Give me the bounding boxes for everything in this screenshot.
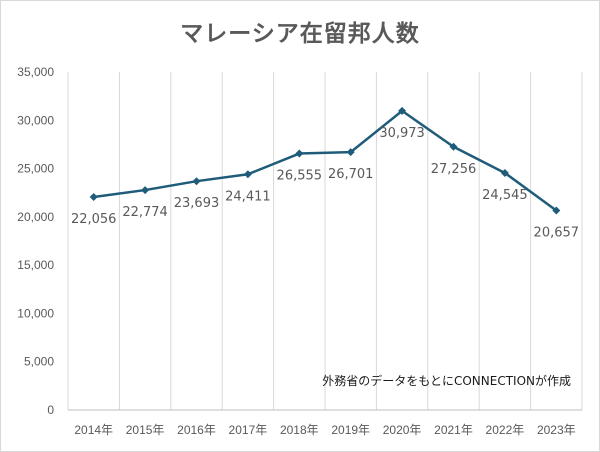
source-annotation: 外務省のデータをもとにCONNECTIONが作成 [322,373,571,388]
data-point-marker [295,149,304,158]
x-tick-label: 2017年 [229,423,268,437]
x-tick-label: 2019年 [331,423,370,437]
y-tick-label: 10,000 [17,306,54,320]
y-tick-label: 20,000 [17,210,54,224]
data-label: 26,555 [277,169,323,184]
x-tick-label: 2015年 [126,423,165,437]
x-tick-label: 2022年 [486,423,525,437]
data-label: 20,657 [534,226,580,241]
y-tick-label: 0 [47,403,54,417]
data-label: 30,973 [379,126,425,141]
x-tick-label: 2023年 [537,423,576,437]
x-tick-label: 2020年 [383,423,422,437]
data-labels: 22,056 22,774 23,693 24,411 26,555 26,701 30,9… [71,126,579,241]
data-point-marker [192,177,201,186]
data-point-marker [449,142,458,151]
y-tick-labels: 0 5,000 10,000 15,000 20,000 25,000 30,000 35,0… [17,65,54,417]
series-line [93,109,558,212]
series-line-group [89,106,561,215]
y-tick-label: 30,000 [17,113,54,127]
data-label: 23,693 [174,196,220,211]
x-tick-labels: 2014年 2015年 2016年 2017年 2018年 2019年 2020年 2021年… [74,423,575,437]
data-label: 22,774 [122,205,168,220]
data-point-marker [89,193,98,202]
x-tick-label: 2016年 [177,423,216,437]
data-point-marker [243,170,252,179]
y-tick-label: 5,000 [24,355,54,369]
x-tick-label: 2018年 [280,423,319,437]
x-tick-label: 2014年 [74,423,113,437]
data-point-marker [398,106,407,115]
gridlines [67,72,583,410]
y-tick-label: 25,000 [17,162,54,176]
data-label: 27,256 [431,162,477,177]
data-label: 24,545 [482,188,528,203]
chart-title: マレーシア在留邦人数 [180,21,420,47]
y-tick-label: 15,000 [17,258,54,272]
x-tick-label: 2021年 [434,423,473,437]
data-point-marker [141,186,150,195]
data-label: 22,056 [71,212,117,227]
y-tick-label: 35,000 [17,65,54,79]
data-point-marker [500,168,509,177]
data-point-marker [552,206,561,215]
data-point-marker [346,148,355,157]
data-label: 24,411 [225,189,271,204]
data-label: 26,701 [328,167,374,182]
